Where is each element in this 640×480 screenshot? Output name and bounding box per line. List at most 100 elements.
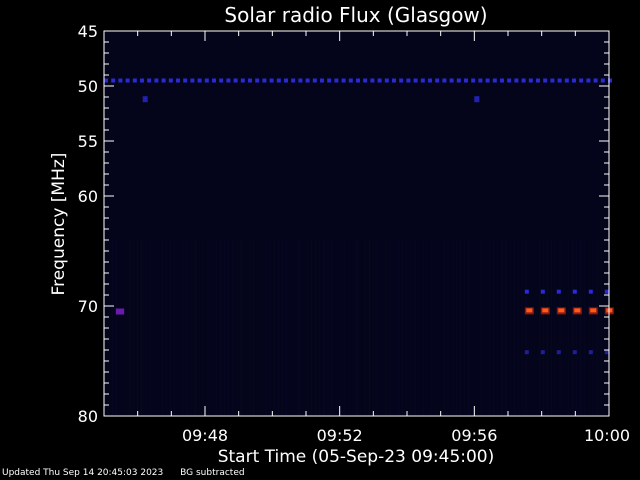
texture-stripe	[120, 240, 122, 416]
texture-stripe	[348, 240, 350, 416]
texture-stripe	[571, 240, 573, 416]
band-0-mark	[420, 78, 425, 83]
texture-stripe	[145, 240, 147, 416]
texture-stripe	[335, 240, 337, 416]
texture-stripe	[377, 240, 379, 416]
band-0-mark	[557, 78, 562, 83]
band-5-mark	[558, 308, 565, 313]
band-0-mark	[507, 78, 512, 83]
texture-stripe	[211, 240, 213, 416]
band-0-mark	[212, 78, 216, 83]
band-0-mark	[377, 78, 382, 83]
band-0-mark	[125, 78, 130, 83]
texture-stripe	[290, 240, 292, 416]
band-2-mark	[474, 96, 480, 103]
texture-stripe	[203, 240, 205, 416]
texture-stripe	[559, 240, 561, 416]
texture-stripe	[547, 240, 548, 416]
texture-stripe	[190, 240, 192, 416]
y-tick-label-3: 60	[78, 187, 98, 206]
texture-stripe	[166, 240, 167, 416]
texture-stripe	[286, 240, 288, 416]
texture-stripe	[406, 240, 408, 416]
band-0-mark	[341, 78, 346, 83]
texture-stripe	[555, 240, 557, 416]
band-0-mark	[320, 78, 324, 83]
texture-stripe	[592, 240, 594, 416]
texture-stripe	[269, 240, 271, 416]
texture-stripe	[538, 240, 540, 416]
band-0-mark	[478, 78, 483, 83]
texture-stripe	[232, 240, 234, 416]
bg-subtracted-note: BG subtracted	[180, 468, 245, 478]
texture-stripe	[509, 240, 511, 416]
band-0-mark	[456, 78, 461, 83]
y-tick-label-5: 80	[78, 407, 98, 426]
texture-stripe	[422, 240, 424, 416]
texture-stripe	[484, 240, 486, 416]
texture-stripe	[257, 240, 259, 416]
band-0-mark	[485, 78, 490, 83]
band-0-mark	[147, 78, 152, 83]
texture-stripe	[207, 240, 209, 416]
x-tick-label-0: 09:48	[182, 426, 228, 445]
band-0-mark	[291, 78, 296, 83]
texture-stripe	[240, 240, 242, 416]
band-0-mark	[305, 78, 310, 83]
texture-stripe	[170, 240, 172, 416]
texture-stripe	[480, 240, 482, 416]
band-6-mark	[572, 350, 577, 355]
band-0-mark	[521, 78, 526, 83]
texture-stripe	[352, 240, 354, 416]
band-4-mark	[524, 289, 529, 294]
band-0-mark	[593, 78, 598, 83]
texture-stripe	[116, 240, 118, 416]
texture-stripe	[596, 240, 598, 416]
texture-stripe	[381, 240, 383, 416]
band-0-mark	[586, 78, 591, 83]
texture-stripe	[518, 240, 519, 416]
texture-stripe	[476, 240, 478, 416]
y-tick-label-2: 55	[78, 132, 98, 151]
band-0-mark	[384, 78, 389, 83]
band-0-mark	[464, 78, 468, 83]
texture-stripe	[281, 240, 283, 416]
texture-stripe	[364, 240, 366, 416]
band-0-mark	[183, 78, 188, 83]
band-0-mark	[363, 78, 368, 83]
band-0-mark	[370, 78, 375, 83]
texture-stripe	[513, 240, 515, 416]
texture-stripe	[315, 240, 317, 416]
band-4-mark	[572, 289, 577, 294]
texture-stripe	[526, 240, 528, 416]
texture-stripe	[551, 240, 553, 416]
chart-title: Solar radio Flux (Glasgow)	[224, 3, 487, 27]
texture-stripe	[588, 240, 590, 416]
texture-stripe	[530, 240, 532, 416]
emission-bands	[104, 78, 614, 355]
band-6-mark	[524, 350, 529, 355]
texture-stripe	[497, 240, 499, 416]
texture-stripe	[402, 240, 404, 416]
band-0-mark	[104, 78, 108, 83]
band-0-mark	[132, 78, 137, 83]
band-0-mark	[528, 78, 533, 83]
band-0-mark	[284, 78, 288, 83]
texture-stripe	[435, 240, 437, 416]
band-0-mark	[514, 78, 519, 83]
texture-stripe	[215, 240, 217, 416]
texture-stripe	[393, 240, 395, 416]
texture-stripe	[522, 240, 524, 416]
texture-stripe	[265, 240, 267, 416]
band-0-mark	[248, 78, 252, 83]
band-0-mark	[226, 78, 231, 83]
texture-stripe	[501, 240, 503, 416]
band-0-mark	[204, 78, 209, 83]
texture-stripe	[182, 240, 184, 416]
texture-stripe	[431, 240, 433, 416]
texture-stripe	[132, 240, 134, 416]
band-0-mark	[442, 78, 447, 83]
texture-stripe	[236, 240, 238, 416]
texture-stripe	[153, 240, 155, 416]
texture-stripe	[447, 240, 449, 416]
